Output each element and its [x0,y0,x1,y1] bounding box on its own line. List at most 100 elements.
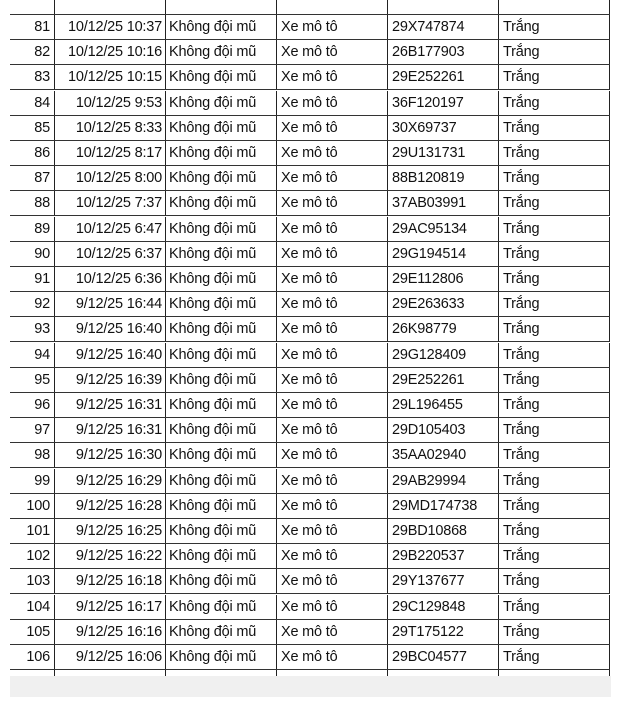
cell-row-number[interactable]: 85 [10,115,55,140]
cell-violation-type[interactable]: Không đội mũ [166,645,277,669]
cell-row-number[interactable]: 106 [10,645,55,669]
cell-vehicle-type[interactable]: Xe mô tô [277,40,388,65]
cell-license-plate[interactable]: 29E112806 [388,267,499,291]
cell-violation-type[interactable]: Không đội mũ [166,493,277,518]
cell-violation-type[interactable]: Không đội mũ [166,393,277,417]
cell-violation-time[interactable]: 9/12/25 16:18 [55,569,166,594]
cell-violation-time[interactable]: 10/12/25 7:37 [55,191,166,216]
cell-plate-color[interactable]: Trắng [499,65,610,90]
cell-row-number[interactable]: 100 [10,493,55,518]
cell-violation-time[interactable]: 9/12/25 16:30 [55,443,166,468]
cell-license-plate[interactable]: 29BD10868 [388,519,499,543]
cell-violation-time[interactable]: 9/12/25 16:31 [55,418,166,443]
cell-vehicle-type[interactable]: Xe mô tô [277,342,388,367]
cell-violation-time[interactable]: 9/12/25 16:40 [55,342,166,367]
cell-violation-type[interactable]: Không đội mũ [166,191,277,216]
cell-violation-type[interactable]: Không đội mũ [166,519,277,543]
cell-row-number[interactable]: 83 [10,65,55,90]
cell-license-plate[interactable]: 29B220537 [388,544,499,569]
cell-plate-color[interactable]: Trắng [499,443,610,468]
cell-row-number[interactable]: 87 [10,166,55,191]
cell-vehicle-type[interactable]: Xe mô tô [277,544,388,569]
cell-vehicle-type[interactable]: Xe mô tô [277,418,388,443]
cell-violation-type[interactable]: Không đội mũ [166,594,277,619]
cell-license-plate[interactable]: 35AA02940 [388,443,499,468]
cell-violation-type[interactable]: Không đội mũ [166,569,277,594]
cell-row-number[interactable]: 89 [10,216,55,241]
cell-plate-color[interactable]: Trắng [499,90,610,115]
cell-violation-type[interactable]: Không đội mũ [166,367,277,392]
cell-vehicle-type[interactable]: Xe mô tô [277,317,388,342]
cell-violation-type[interactable]: Không đội mũ [166,40,277,65]
cell-vehicle-type[interactable]: Xe mô tô [277,15,388,39]
cell-violation-type[interactable]: Không đội mũ [166,544,277,569]
cell-license-plate[interactable]: 26K98779 [388,317,499,342]
cell-violation-time[interactable]: 9/12/25 16:22 [55,544,166,569]
cell-vehicle-type[interactable]: Xe mô tô [277,115,388,140]
cell-plate-color[interactable]: Trắng [499,493,610,518]
cell-license-plate[interactable]: 29X747874 [388,15,499,39]
cell-vehicle-type[interactable]: Xe mô tô [277,493,388,518]
cell-row-number[interactable]: 90 [10,241,55,266]
cell-plate-color[interactable]: Trắng [499,166,610,191]
cell-license-plate[interactable]: 29C129848 [388,594,499,619]
cell-vehicle-type[interactable]: Xe mô tô [277,519,388,543]
cell-license-plate[interactable]: 29L196455 [388,393,499,417]
cell-plate-color[interactable]: Trắng [499,317,610,342]
cell-license-plate[interactable]: 26B177903 [388,40,499,65]
cell-license-plate[interactable]: 30X69737 [388,115,499,140]
cell-plate-color[interactable]: Trắng [499,367,610,392]
cell-row-number[interactable]: 82 [10,40,55,65]
cell-violation-type[interactable]: Không đội mũ [166,15,277,39]
cell-plate-color[interactable]: Trắng [499,569,610,594]
cell-violation-time[interactable]: 9/12/25 16:44 [55,292,166,317]
cell-plate-color[interactable]: Trắng [499,292,610,317]
cell-row-number[interactable]: 102 [10,544,55,569]
cell-row-number[interactable]: 81 [10,15,55,39]
cell-violation-time[interactable]: 9/12/25 16:39 [55,367,166,392]
cell-plate-color[interactable]: Trắng [499,594,610,619]
cell-vehicle-type[interactable]: Xe mô tô [277,619,388,644]
cell-license-plate[interactable]: 29G194514 [388,241,499,266]
cell-plate-color[interactable]: Trắng [499,40,610,65]
cell-violation-type[interactable]: Không đội mũ [166,166,277,191]
cell-license-plate[interactable]: 29AB29994 [388,468,499,493]
cell-license-plate[interactable]: 29E252261 [388,65,499,90]
cell-violation-type[interactable]: Không đội mũ [166,418,277,443]
cell-license-plate[interactable]: 29MD174738 [388,493,499,518]
cell-vehicle-type[interactable]: Xe mô tô [277,393,388,417]
cell-violation-type[interactable]: Không đội mũ [166,141,277,165]
cell-violation-time[interactable]: 9/12/25 16:40 [55,317,166,342]
cell-violation-type[interactable]: Không đội mũ [166,443,277,468]
cell-vehicle-type[interactable]: Xe mô tô [277,443,388,468]
cell-vehicle-type[interactable]: Xe mô tô [277,292,388,317]
cell-vehicle-type[interactable]: Xe mô tô [277,216,388,241]
cell-vehicle-type[interactable]: Xe mô tô [277,90,388,115]
cell-row-number[interactable]: 105 [10,619,55,644]
cell-license-plate[interactable]: 29Y137677 [388,569,499,594]
cell-license-plate[interactable]: 29T175122 [388,619,499,644]
cell-vehicle-type[interactable]: Xe mô tô [277,191,388,216]
cell-row-number[interactable]: 103 [10,569,55,594]
cell-plate-color[interactable]: Trắng [499,645,610,669]
cell-violation-type[interactable]: Không đội mũ [166,317,277,342]
cell-violation-time[interactable]: 9/12/25 16:06 [55,645,166,669]
cell-license-plate[interactable]: 29BC04577 [388,645,499,669]
cell-license-plate[interactable]: 29U131731 [388,141,499,165]
cell-vehicle-type[interactable]: Xe mô tô [277,166,388,191]
cell-plate-color[interactable]: Trắng [499,241,610,266]
cell-violation-time[interactable]: 9/12/25 16:29 [55,468,166,493]
cell-violation-time[interactable]: 10/12/25 10:15 [55,65,166,90]
cell-license-plate[interactable]: 29AC95134 [388,216,499,241]
cell-vehicle-type[interactable]: Xe mô tô [277,141,388,165]
cell-license-plate[interactable]: 37AB03991 [388,191,499,216]
cell-row-number[interactable]: 84 [10,90,55,115]
cell-violation-time[interactable]: 9/12/25 16:25 [55,519,166,543]
cell-violation-time[interactable]: 9/12/25 16:17 [55,594,166,619]
cell-violation-type[interactable]: Không đội mũ [166,65,277,90]
cell-row-number[interactable]: 86 [10,141,55,165]
cell-license-plate[interactable]: 88B120819 [388,166,499,191]
cell-vehicle-type[interactable]: Xe mô tô [277,645,388,669]
cell-violation-time[interactable]: 10/12/25 6:37 [55,241,166,266]
cell-violation-time[interactable]: 10/12/25 6:36 [55,267,166,291]
